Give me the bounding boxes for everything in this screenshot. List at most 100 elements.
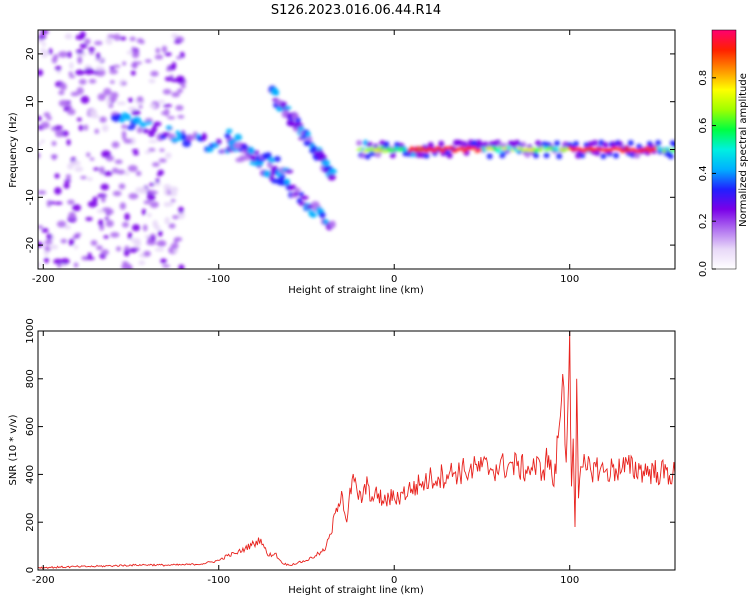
y-tick-label: 1000 bbox=[25, 318, 36, 343]
spectrogram-cell bbox=[427, 141, 434, 148]
spectrogram-cell bbox=[94, 66, 105, 71]
spectrogram-cell bbox=[514, 149, 520, 153]
spectrogram-cell bbox=[46, 199, 52, 208]
spectrogram-cell bbox=[75, 69, 85, 76]
spectrogram-cell bbox=[524, 151, 531, 158]
spectrogram-cell bbox=[162, 88, 172, 95]
spectrogram-x-ticks: -200 -100 0 100 bbox=[32, 30, 579, 285]
spectrogram-cell bbox=[146, 193, 156, 201]
spectrogram-cell bbox=[141, 208, 146, 216]
spectrogram-cell bbox=[206, 146, 214, 153]
spectrogram-cell bbox=[423, 152, 430, 159]
spectrogram-cell bbox=[556, 153, 563, 160]
spectrogram-cell bbox=[173, 249, 178, 253]
spectrogram-cell bbox=[624, 146, 629, 150]
spectrogram-cell bbox=[44, 239, 53, 245]
spectrogram-cell bbox=[54, 65, 62, 71]
chart-title: S126.2023.016.06.44.R14 bbox=[271, 3, 441, 18]
spectrogram-cell bbox=[124, 113, 132, 121]
spectrogram-cell bbox=[144, 150, 152, 154]
spectrogram-cell bbox=[105, 37, 113, 45]
spectrogram-cell bbox=[152, 162, 160, 167]
spectrogram-cell bbox=[84, 67, 95, 75]
spectrogram-cell bbox=[538, 148, 543, 153]
spectrogram-cell bbox=[153, 181, 162, 187]
spectrogram-cell bbox=[170, 199, 176, 203]
colorbar-label: Normalized spectral amplitude bbox=[738, 73, 749, 227]
y-tick-label: 200 bbox=[25, 513, 36, 532]
spectrogram-cell bbox=[152, 220, 158, 228]
spectrogram-cell bbox=[41, 228, 49, 233]
spectrogram-cell bbox=[85, 256, 95, 260]
colorbar-tick-label: 0.6 bbox=[698, 118, 709, 134]
spectrogram-cell bbox=[99, 166, 105, 175]
spectrogram-cell bbox=[131, 109, 141, 116]
spectrogram-cell bbox=[160, 258, 167, 264]
spectrogram-cell bbox=[121, 124, 128, 129]
spectrogram-cell bbox=[267, 157, 275, 164]
spectrogram-cell bbox=[162, 104, 173, 108]
spectrogram-cell bbox=[177, 114, 185, 119]
spectrogram-cell bbox=[105, 219, 114, 228]
spectrogram-cell bbox=[103, 235, 109, 239]
spectrogram-cell bbox=[64, 225, 71, 230]
spectrogram-cell bbox=[172, 215, 179, 220]
spectrogram-cell bbox=[383, 141, 390, 148]
spectrogram-cell bbox=[672, 141, 675, 148]
spectrogram-cell bbox=[112, 64, 121, 68]
spectrogram-cell bbox=[101, 124, 109, 132]
spectrogram-cell bbox=[43, 250, 49, 256]
spectrogram-cell bbox=[424, 149, 429, 153]
spectrogram-cell bbox=[148, 148, 156, 152]
spectrogram-cell bbox=[298, 191, 304, 197]
spectrogram-cell bbox=[600, 153, 607, 160]
spectrogram-cell bbox=[80, 175, 87, 180]
spectrogram-cell bbox=[40, 48, 46, 52]
spectrogram-cell bbox=[171, 91, 180, 98]
spectrogram-cell bbox=[122, 61, 127, 66]
spectrogram-cell bbox=[129, 36, 136, 42]
spectrogram-cell bbox=[70, 160, 81, 166]
y-tick-label: -20 bbox=[25, 237, 36, 253]
spectrogram-cell bbox=[233, 142, 240, 150]
spectrogram-cell bbox=[155, 47, 161, 54]
spectrogram-cell bbox=[38, 69, 44, 77]
spectrogram-cell bbox=[177, 88, 183, 94]
spectrogram-cell bbox=[100, 183, 110, 191]
spectrogram-cell bbox=[634, 152, 641, 159]
colorbar: 0.0 0.2 0.4 0.6 0.8 Normalized spectral ampl… bbox=[698, 29, 749, 277]
spectrogram-cell bbox=[103, 171, 113, 177]
spectrogram-cell bbox=[311, 145, 318, 151]
spectrogram-cell bbox=[143, 250, 151, 257]
y-tick-label: -10 bbox=[25, 189, 36, 205]
spectrogram-cell bbox=[136, 127, 143, 134]
spectrogram-cell bbox=[126, 50, 132, 55]
snr-series-line bbox=[38, 330, 676, 570]
x-tick-label: 100 bbox=[560, 575, 579, 586]
spectrogram-cell bbox=[461, 140, 468, 147]
spectrogram-cell bbox=[156, 239, 167, 247]
spectrogram-cell bbox=[138, 260, 146, 265]
spectrogram-cell bbox=[201, 132, 208, 141]
spectrogram-cell bbox=[667, 153, 674, 160]
spectrogram-cell bbox=[110, 232, 120, 238]
spectrogram-cell bbox=[166, 67, 172, 72]
spectrogram-cell bbox=[155, 178, 160, 183]
spectrogram-cell bbox=[66, 139, 71, 146]
spectrogram-cell bbox=[121, 132, 127, 141]
spectrogram-cell bbox=[121, 81, 127, 86]
spectrogram-cell bbox=[446, 152, 453, 159]
spectrogram-y-ticks: 20 10 0 -10 -20 bbox=[25, 48, 675, 253]
spectrogram-cell bbox=[40, 139, 45, 143]
x-tick-label: 0 bbox=[391, 274, 397, 285]
spectrogram-cell bbox=[131, 148, 139, 153]
y-tick-label: 400 bbox=[25, 465, 36, 484]
spectrogram-cell bbox=[39, 30, 49, 35]
spectrogram-cell bbox=[55, 129, 64, 138]
spectrogram-cell bbox=[101, 207, 112, 212]
spectrogram-cell bbox=[310, 212, 317, 218]
spectrogram-cell bbox=[113, 33, 121, 41]
spectrogram-cell bbox=[173, 237, 179, 244]
spectrogram-cell bbox=[154, 54, 164, 60]
spectrogram-cell bbox=[74, 166, 84, 172]
